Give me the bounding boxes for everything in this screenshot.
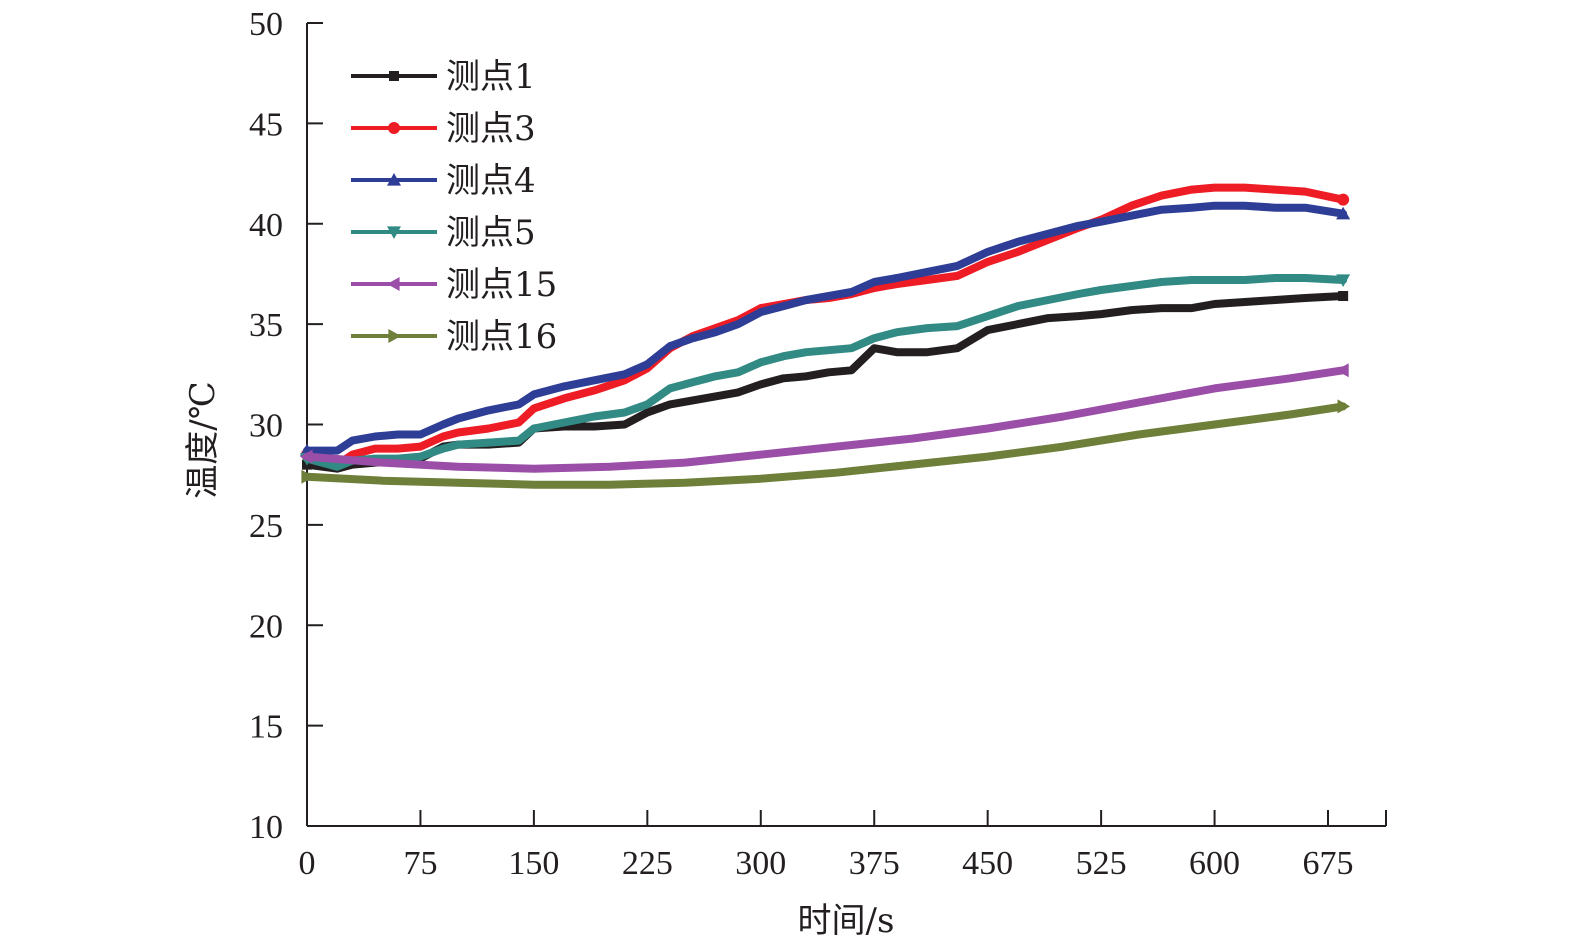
x-tick-label: 600 xyxy=(1189,845,1240,882)
x-tick-label: 450 xyxy=(962,845,1013,882)
series-marker xyxy=(387,226,401,239)
series-marker xyxy=(1338,291,1349,302)
y-tick-label: 10 xyxy=(249,809,283,846)
y-tick-label: 30 xyxy=(249,408,283,445)
series-marker xyxy=(1336,274,1351,287)
legend-label: 测点16 xyxy=(446,317,557,357)
series-layer xyxy=(300,183,1351,489)
y-tick-label: 35 xyxy=(249,307,283,344)
series-marker xyxy=(300,449,313,464)
series-6 xyxy=(301,399,1351,489)
series-line xyxy=(303,366,1348,473)
series-line xyxy=(303,201,1348,455)
x-tick-label: 300 xyxy=(735,845,786,882)
x-tick-label: 75 xyxy=(403,845,437,882)
x-tick-label: 0 xyxy=(299,845,316,882)
legend-label: 测点5 xyxy=(446,213,536,253)
series-5 xyxy=(300,363,1349,473)
series-line xyxy=(303,274,1348,471)
x-tick-label: 375 xyxy=(849,845,900,882)
y-tick-label: 20 xyxy=(249,608,283,645)
legend-item: 测点15 xyxy=(351,265,557,305)
series-marker xyxy=(387,277,400,291)
x-axis-title: 时间/s xyxy=(798,901,895,941)
legend: 测点1 测点3 测点4 测点5 测点15 测点16 xyxy=(351,57,557,357)
series-marker xyxy=(387,173,401,186)
x-tick-label: 525 xyxy=(1076,845,1127,882)
series-marker xyxy=(388,329,401,343)
legend-label: 测点1 xyxy=(446,57,536,97)
series-marker xyxy=(1336,363,1349,378)
legend-item: 测点16 xyxy=(351,317,557,357)
legend-label: 测点15 xyxy=(446,265,557,305)
series-marker xyxy=(1336,206,1351,220)
series-line xyxy=(303,402,1348,489)
legend-item: 测点3 xyxy=(351,109,536,149)
x-tick-label: 150 xyxy=(508,845,559,882)
y-tick-label: 25 xyxy=(249,508,283,545)
series-marker xyxy=(389,71,399,81)
legend-item: 测点5 xyxy=(351,213,536,253)
y-tick-label: 45 xyxy=(249,106,283,143)
y-tick-label: 15 xyxy=(249,709,283,746)
series-marker xyxy=(1337,193,1350,206)
x-tick-label: 225 xyxy=(622,845,673,882)
x-tick-label: 675 xyxy=(1303,845,1354,882)
y-axis-title: 温度/℃ xyxy=(183,381,223,499)
ticks: 10 15 20 25 30 35 40 45 50 0 75 150 225 300 375 450 525 6… xyxy=(249,6,1387,882)
series-marker xyxy=(388,122,400,134)
legend-label: 测点4 xyxy=(446,161,536,201)
series-marker xyxy=(1337,399,1351,414)
legend-label: 测点3 xyxy=(446,109,536,149)
y-tick-label: 40 xyxy=(249,207,283,244)
legend-item: 测点1 xyxy=(351,57,536,97)
legend-item: 测点4 xyxy=(351,161,536,201)
series-marker xyxy=(301,469,314,484)
y-tick-label: 50 xyxy=(249,6,283,43)
